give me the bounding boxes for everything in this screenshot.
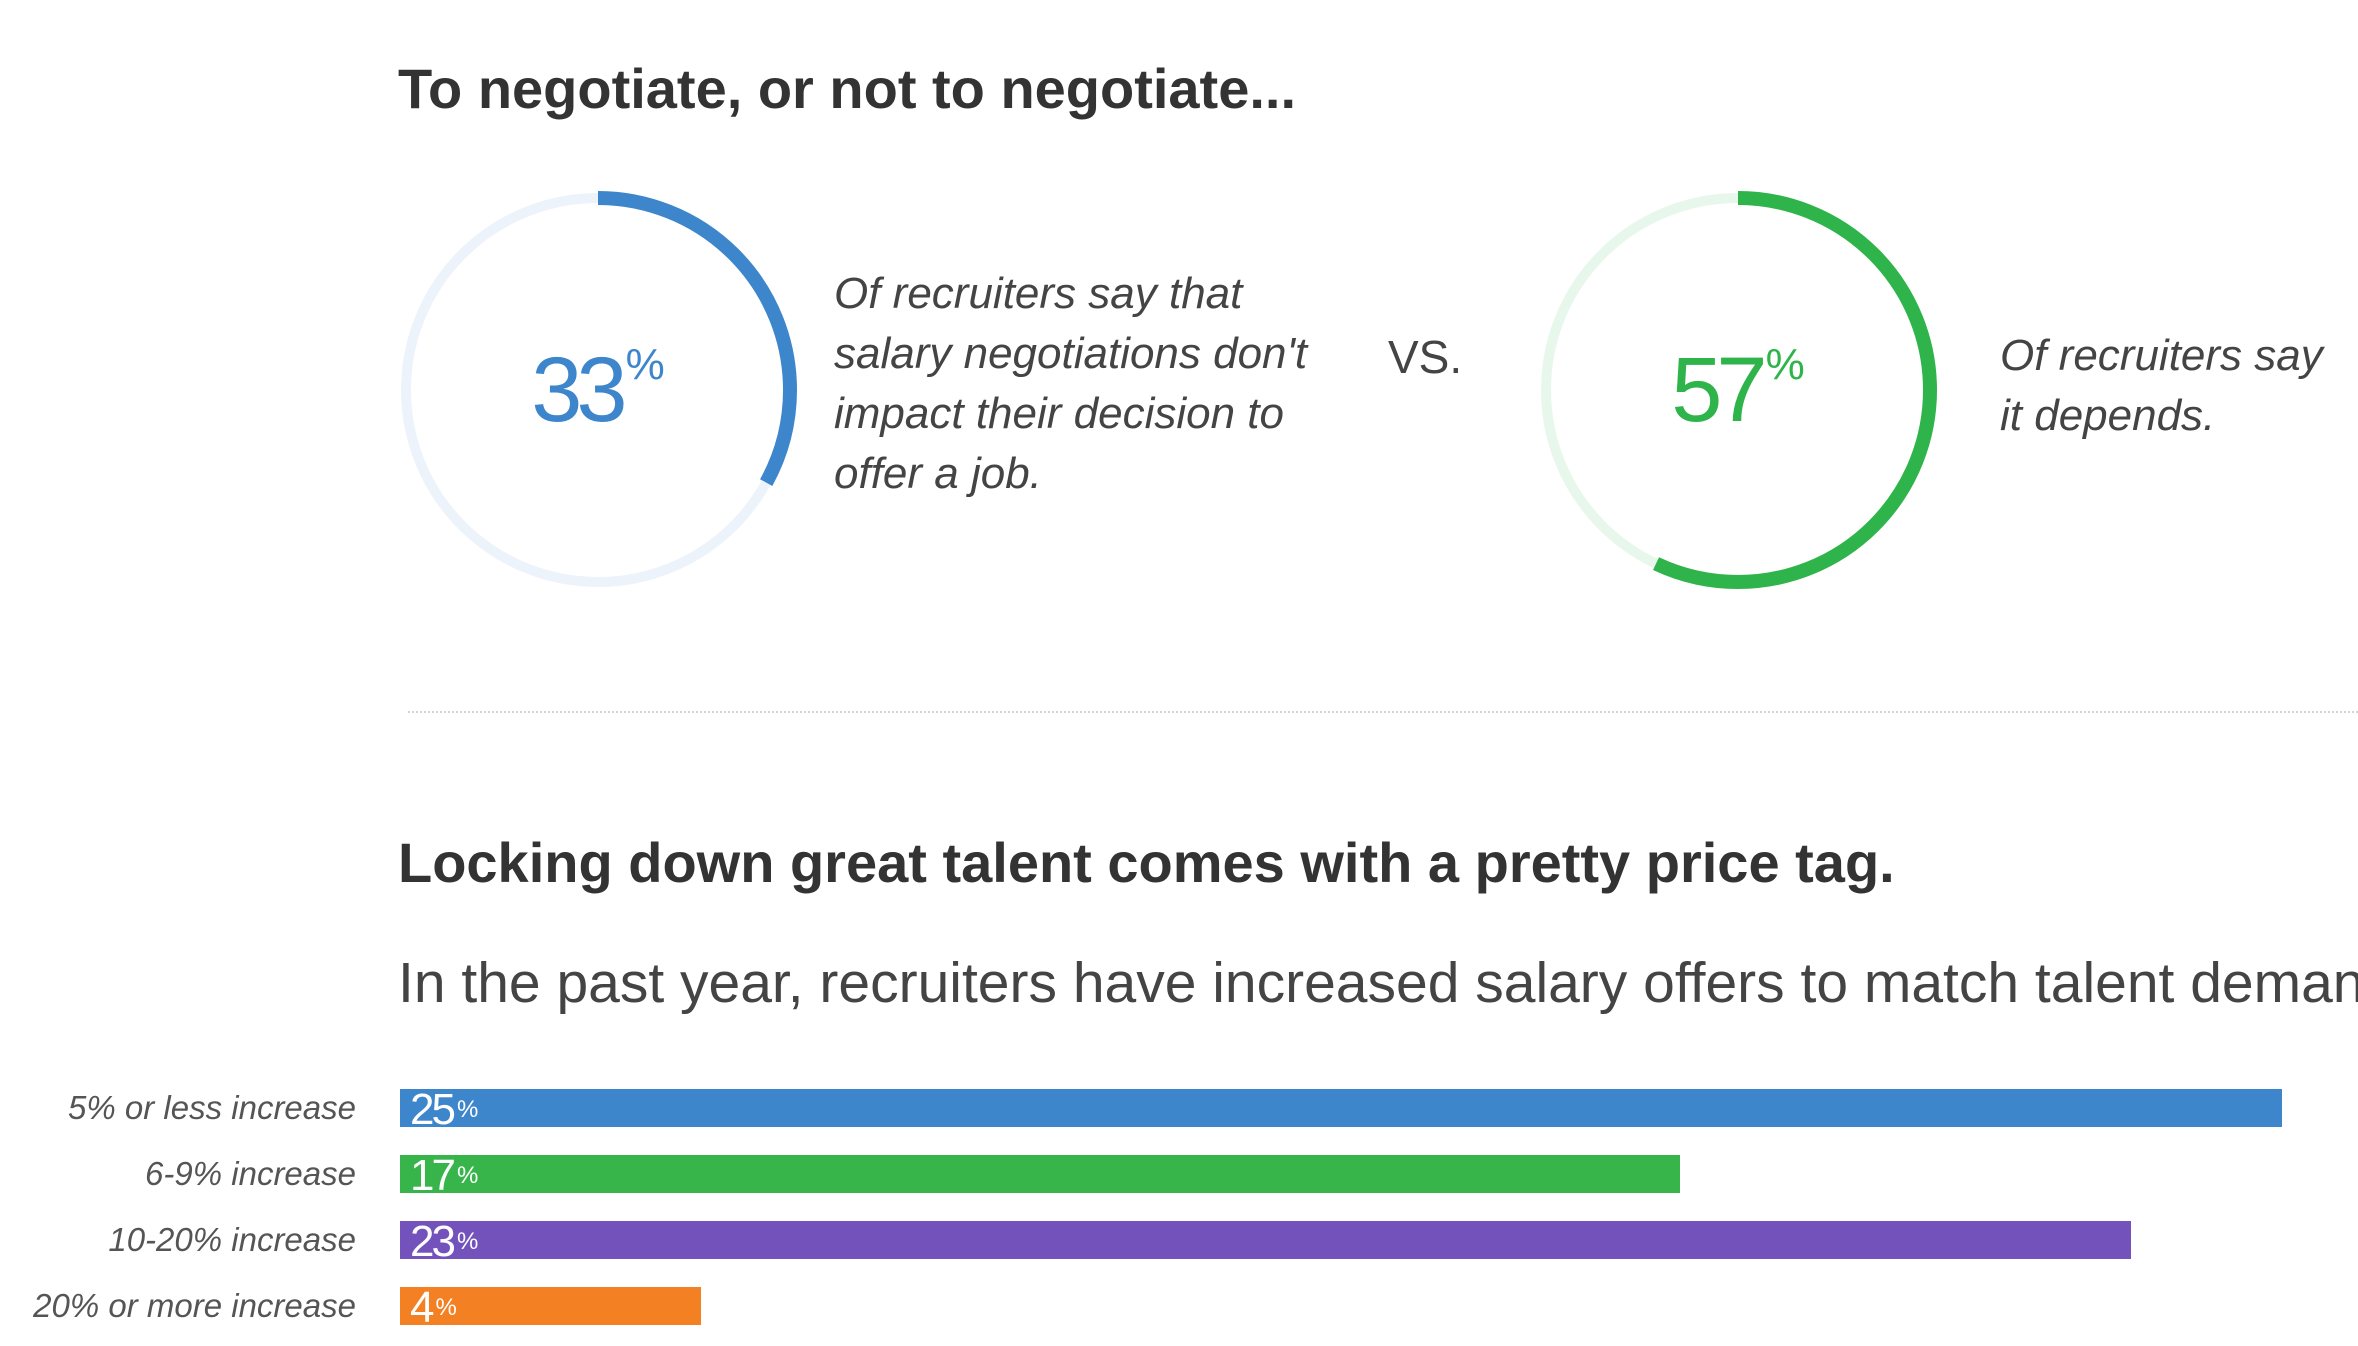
donut-arc-right <box>1539 191 1937 589</box>
donut-value-left: 33 % <box>398 190 798 590</box>
section-title-price-tag: Locking down great talent comes with a p… <box>398 831 1895 894</box>
percent-sign: % <box>625 340 665 389</box>
bar-value-unit: % <box>456 1096 479 1123</box>
donut-svg-right <box>1539 191 1937 589</box>
caption-line: Of recruiters say <box>2000 331 2323 380</box>
donut-value-right: 57 % <box>1538 190 1938 590</box>
bar-category-label: 10-20% increase <box>108 1221 356 1258</box>
bar-row: 20% or more increase 4% <box>0 1285 2358 1331</box>
bar: 23% <box>400 1219 2131 1265</box>
caption-line: salary negotiations don't <box>834 329 1308 378</box>
salary-increase-bar-chart: 5% or less increase 25% 6-9% increase 17% 10… <box>0 1070 2358 1346</box>
bar-category-label: 6-9% increase <box>145 1155 356 1192</box>
caption-line: Of recruiters say that <box>834 269 1243 318</box>
bar: 4% <box>400 1285 701 1331</box>
section-divider <box>408 711 2358 713</box>
donut-svg-left <box>399 191 797 589</box>
bar-row: 6-9% increase 17% <box>0 1153 2358 1199</box>
vs-label: VS. <box>1388 331 1463 383</box>
bar-category-label: 5% or less increase <box>68 1089 356 1126</box>
bar-value-label: 25% <box>410 1085 479 1134</box>
bar-value-unit: % <box>456 1228 479 1255</box>
section-title-negotiate: To negotiate, or not to negotiate... <box>398 57 1297 120</box>
caption-left: Of recruiters say that salary negotiatio… <box>834 264 1334 504</box>
section-subtitle: In the past year, recruiters have increa… <box>398 951 2358 1015</box>
bar-row: 10-20% increase 23% <box>0 1219 2358 1265</box>
bar: 25% <box>400 1087 2282 1133</box>
bar: 17% <box>400 1153 1680 1199</box>
caption-line: it depends. <box>2000 391 2216 440</box>
percent-sign: % <box>1765 340 1805 389</box>
bar-value-unit: % <box>456 1162 479 1189</box>
percent-value: 33 <box>531 338 627 441</box>
donut-chart-right: 57 % <box>1538 190 1938 590</box>
donut-arc-left <box>399 191 797 589</box>
caption-line: offer a job. <box>834 449 1042 498</box>
caption-right: Of recruiters say it depends. <box>2000 326 2358 446</box>
bar-value-unit: % <box>435 1294 457 1321</box>
bar-row: 5% or less increase 25% <box>0 1087 2358 1133</box>
bar-value-label: 23% <box>410 1217 479 1266</box>
bar-category-label: 20% or more increase <box>33 1287 356 1324</box>
bar-value-label: 17% <box>410 1151 479 1200</box>
donut-chart-left: 33 % <box>398 190 798 590</box>
percent-value: 57 <box>1671 338 1767 441</box>
caption-line: impact their decision to <box>834 389 1284 438</box>
bar-value-label: 4% <box>410 1283 457 1332</box>
